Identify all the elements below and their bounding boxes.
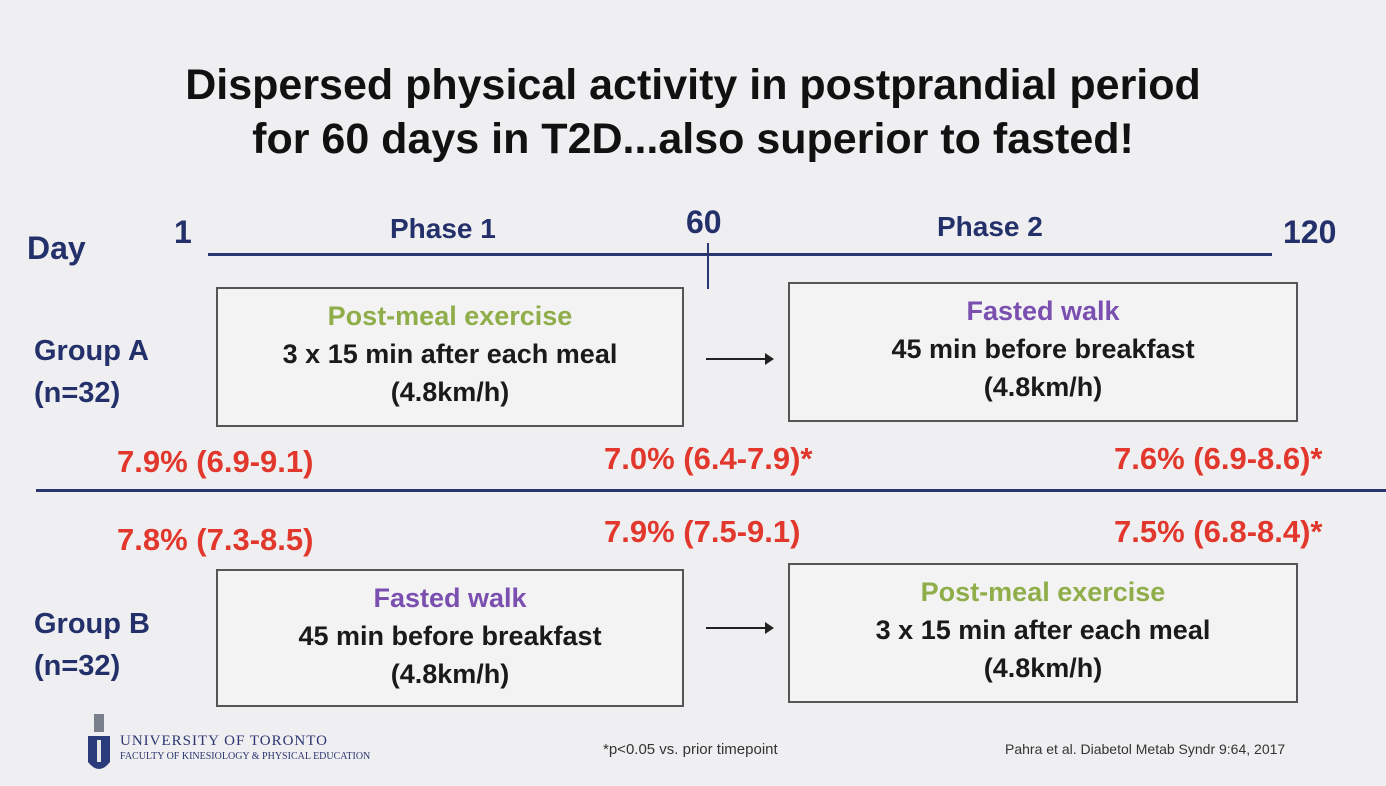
box-title: Fasted walk <box>373 583 527 613</box>
logo-line-1: UNIVERSITY OF TORONTO <box>120 733 328 749</box>
box-line: 45 min before breakfast <box>891 334 1195 364</box>
group-a-n: (n=32) <box>34 377 121 409</box>
group-a-value-day120: 7.6% (6.9-8.6)* <box>1114 441 1323 476</box>
box-line: 3 x 15 min after each meal <box>282 339 618 369</box>
phase2-label: Phase 2 <box>937 211 1043 242</box>
arrow-icon <box>706 353 774 365</box>
box-title: Post-meal exercise <box>920 577 1166 607</box>
box-line: (4.8km/h) <box>390 377 510 407</box>
box-line: (4.8km/h) <box>983 653 1103 683</box>
group-a-phase1-box: Post-meal exercise 3 x 15 min after each… <box>216 287 684 427</box>
group-a-value-day1: 7.9% (6.9-9.1) <box>117 444 314 479</box>
box-title: Post-meal exercise <box>327 301 573 331</box>
logo-line-2: FACULTY OF KINESIOLOGY & PHYSICAL EDUCAT… <box>120 751 371 762</box>
group-divider <box>36 489 1386 492</box>
group-b-label: Group B <box>34 608 150 640</box>
slide-title: Dispersed physical activity in postprand… <box>0 58 1386 166</box>
group-b-value-day120: 7.5% (6.8-8.4)* <box>1114 514 1323 549</box>
arrow-icon <box>706 622 774 634</box>
group-a-value-day60: 7.0% (6.4-7.9)* <box>604 441 813 476</box>
box-line: 3 x 15 min after each meal <box>875 615 1211 645</box>
group-b-n: (n=32) <box>34 650 121 682</box>
group-a-label: Group A <box>34 335 149 367</box>
box-line: (4.8km/h) <box>983 372 1103 402</box>
group-b-value-day1: 7.8% (7.3-8.5) <box>117 522 314 557</box>
timeline-tick-60 <box>707 243 709 289</box>
citation: Pahra et al. Diabetol Metab Syndr 9:64, … <box>1005 741 1286 757</box>
day-label: Day <box>27 230 86 266</box>
footnote: *p<0.05 vs. prior timepoint <box>603 741 778 758</box>
day-end: 120 <box>1283 214 1337 250</box>
group-b-phase2-box: Post-meal exercise 3 x 15 min after each… <box>788 563 1298 703</box>
group-b-value-day60: 7.9% (7.5-9.1) <box>604 514 801 549</box>
group-a-phase2-box: Fasted walk 45 min before breakfast (4.8… <box>788 282 1298 422</box>
title-line-2: for 60 days in T2D...also superior to fa… <box>252 115 1134 163</box>
day-start: 1 <box>174 214 192 250</box>
day-mid: 60 <box>686 204 722 240</box>
box-line: (4.8km/h) <box>390 659 510 689</box>
group-b-phase1-box: Fasted walk 45 min before breakfast (4.8… <box>216 569 684 707</box>
box-line: 45 min before breakfast <box>298 621 602 651</box>
phase1-label: Phase 1 <box>390 213 496 244</box>
box-title: Fasted walk <box>966 296 1120 326</box>
title-line-1: Dispersed physical activity in postprand… <box>185 61 1201 109</box>
university-crest-icon <box>86 712 112 778</box>
timeline-line <box>208 253 1272 256</box>
